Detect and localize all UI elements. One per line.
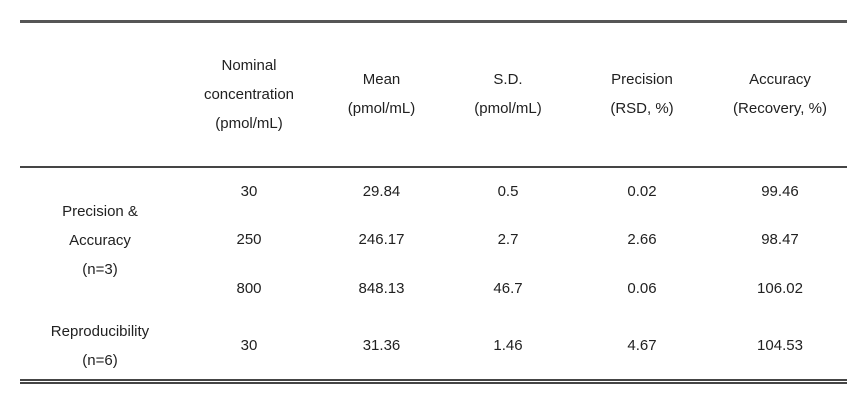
col-header-precision: Precision (RSD, %) [571,21,713,168]
cell-nominal: 800 [236,279,262,297]
cell-precision: 2.66 [627,231,657,248]
table-header-row: Nominal concentration (pmol/mL) Mean (pm… [20,21,847,168]
cell-mean: 246.17 [358,231,405,248]
col-header-sd: S.D. (pmol/mL) [445,21,571,168]
col-header-empty [20,21,180,168]
col-header-accuracy: Accuracy (Recovery, %) [713,21,847,168]
cell-accuracy: 104.53 [757,337,803,355]
cell-nominal: 30 [240,337,258,355]
cell-precision: 0.02 [627,183,657,200]
row-group-label-precision-accuracy: Precision & Accuracy (n=3) [62,202,138,278]
cell-accuracy: 99.46 [761,183,799,200]
cell-sd: 1.46 [493,337,523,355]
cell-precision: 4.67 [627,337,657,355]
cell-nominal: 30 [240,183,258,200]
cell-precision: 0.06 [627,279,657,297]
cell-sd: 0.5 [497,183,519,200]
table-row: Precision & Accuracy (n=3) 30 29.84 0.5 … [20,167,847,278]
cell-accuracy: 106.02 [757,279,803,297]
table-row: Reproducibility (n=6) 30 31.36 1.46 4.67… [20,313,847,382]
table-row: 800 848.13 46.7 0.06 106.02 [20,264,847,313]
cell-nominal: 250 [236,231,262,248]
cell-mean: 848.13 [358,279,405,297]
col-header-mean: Mean (pmol/mL) [318,21,445,168]
cell-mean: 29.84 [362,183,401,200]
cell-sd: 2.7 [497,231,519,248]
cell-sd: 46.7 [493,279,523,297]
cell-accuracy: 98.47 [761,231,799,248]
table-row: 250 246.17 2.7 2.66 98.47 [20,216,847,264]
row-group-label-reproducibility: Reproducibility (n=6) [50,322,150,369]
col-header-nominal-concentration: Nominal concentration (pmol/mL) [180,21,318,168]
cell-mean: 31.36 [362,337,401,355]
precision-accuracy-table: Nominal concentration (pmol/mL) Mean (pm… [20,20,847,384]
